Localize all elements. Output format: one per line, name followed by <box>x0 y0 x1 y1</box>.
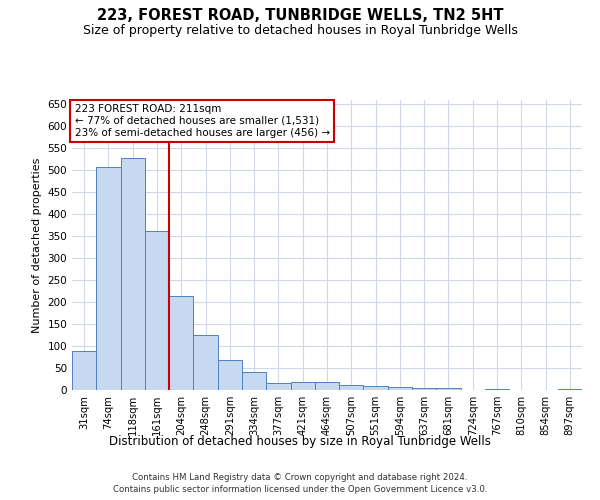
Bar <box>290 382 315 390</box>
Text: Contains public sector information licensed under the Open Government Licence v3: Contains public sector information licen… <box>113 485 487 494</box>
Bar <box>339 385 364 390</box>
Bar <box>121 158 145 390</box>
Bar <box>169 296 193 390</box>
Y-axis label: Number of detached properties: Number of detached properties <box>32 158 42 332</box>
Text: Distribution of detached houses by size in Royal Tunbridge Wells: Distribution of detached houses by size … <box>109 435 491 448</box>
Bar <box>412 388 436 390</box>
Text: Size of property relative to detached houses in Royal Tunbridge Wells: Size of property relative to detached ho… <box>83 24 517 37</box>
Text: 223, FOREST ROAD, TUNBRIDGE WELLS, TN2 5HT: 223, FOREST ROAD, TUNBRIDGE WELLS, TN2 5… <box>97 8 503 22</box>
Bar <box>266 383 290 390</box>
Bar <box>485 388 509 390</box>
Text: Contains HM Land Registry data © Crown copyright and database right 2024.: Contains HM Land Registry data © Crown c… <box>132 472 468 482</box>
Bar <box>145 230 169 390</box>
Bar <box>364 386 388 390</box>
Text: 223 FOREST ROAD: 211sqm
← 77% of detached houses are smaller (1,531)
23% of semi: 223 FOREST ROAD: 211sqm ← 77% of detache… <box>74 104 329 138</box>
Bar <box>193 335 218 390</box>
Bar <box>72 352 96 390</box>
Bar <box>388 387 412 390</box>
Bar <box>436 388 461 390</box>
Bar <box>315 382 339 390</box>
Bar <box>96 167 121 390</box>
Bar <box>558 389 582 390</box>
Bar <box>242 372 266 390</box>
Bar <box>218 360 242 390</box>
